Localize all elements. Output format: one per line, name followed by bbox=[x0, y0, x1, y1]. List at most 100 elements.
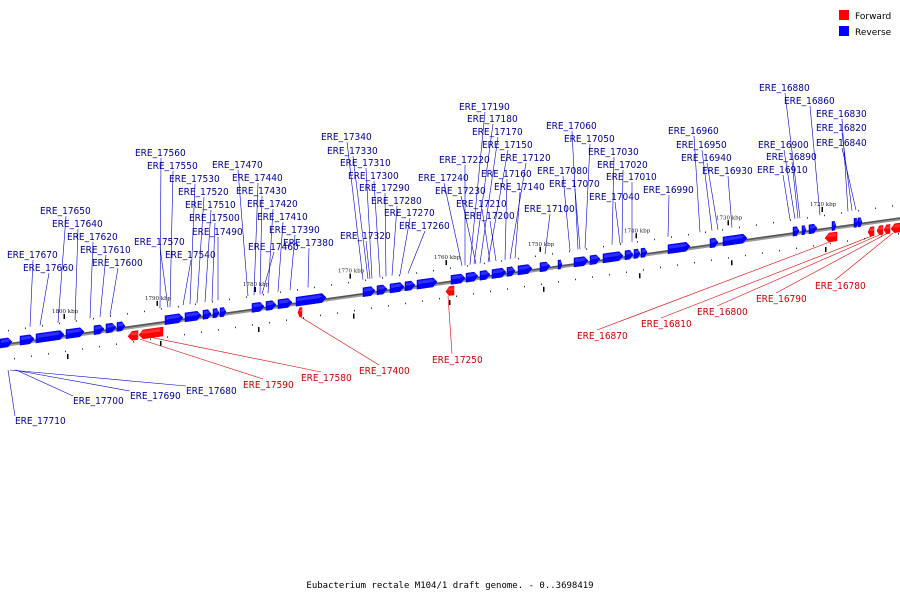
label-leader-line bbox=[259, 195, 263, 295]
label-leader-line bbox=[261, 251, 275, 295]
gene-label-reverse: ERE_17300 bbox=[348, 171, 399, 182]
label-leader-line bbox=[189, 183, 196, 305]
minor-tick-top bbox=[756, 224, 757, 226]
minor-tick-bottom bbox=[507, 288, 508, 290]
label-leader-line bbox=[660, 235, 873, 319]
minor-tick-top bbox=[535, 255, 536, 258]
tick-label: 1740 kbp bbox=[624, 228, 651, 234]
gene-label-reverse: ERE_17260 bbox=[399, 221, 450, 232]
gene-label-reverse: ERE_17020 bbox=[597, 160, 648, 171]
forward-gene bbox=[867, 226, 875, 237]
gene-label-reverse: ERE_16940 bbox=[681, 153, 732, 164]
gene-label-reverse: ERE_17680 bbox=[186, 386, 237, 397]
gene-label-reverse: ERE_17550 bbox=[147, 161, 198, 172]
minor-tick-top bbox=[348, 281, 349, 284]
label-leader-line bbox=[791, 161, 799, 219]
minor-tick-bottom bbox=[762, 252, 763, 254]
reverse-gene bbox=[295, 293, 327, 307]
minor-tick-bottom bbox=[184, 333, 185, 336]
label-leader-line bbox=[365, 167, 373, 279]
minor-tick-bottom bbox=[643, 269, 644, 271]
forward-gene bbox=[445, 285, 455, 296]
minor-tick-bottom bbox=[48, 353, 49, 355]
minor-tick-top bbox=[195, 303, 196, 305]
gene-label-reverse: ERE_17150 bbox=[482, 140, 533, 151]
minor-tick-top bbox=[314, 286, 315, 289]
gene-label-reverse: ERE_17700 bbox=[73, 396, 124, 407]
label-leaders bbox=[7, 92, 894, 417]
gene-label-reverse: ERE_16820 bbox=[816, 123, 867, 134]
reverse-gene bbox=[35, 330, 65, 344]
minor-tick-top bbox=[654, 238, 655, 241]
label-leader-line bbox=[407, 230, 426, 274]
label-leader-line bbox=[182, 259, 192, 306]
label-leader-line bbox=[481, 208, 491, 262]
label-leader-line bbox=[289, 234, 296, 291]
major-tick bbox=[727, 220, 729, 226]
major-tick-bottom bbox=[353, 313, 355, 319]
legend-label-forward: Forward bbox=[855, 12, 891, 22]
minor-tick-bottom bbox=[82, 348, 83, 350]
reverse-gene bbox=[265, 300, 277, 311]
gene-label-forward: ERE_17590 bbox=[243, 380, 294, 391]
gene-label-forward: ERE_17250 bbox=[432, 355, 483, 366]
minor-tick-top bbox=[671, 236, 672, 238]
label-leader-line bbox=[460, 195, 477, 264]
label-leader-line bbox=[574, 188, 581, 250]
tick-label: 1770 kbp bbox=[338, 269, 365, 275]
reverse-gene bbox=[539, 261, 551, 273]
gene-label-reverse: ERE_17210 bbox=[456, 199, 507, 210]
minor-tick-bottom bbox=[405, 302, 406, 305]
forward-gene bbox=[138, 326, 164, 340]
gene-label-reverse: ERE_17440 bbox=[232, 173, 283, 184]
label-leader-line bbox=[584, 143, 591, 249]
gene-label-reverse: ERE_16930 bbox=[702, 166, 753, 177]
reverse-gene bbox=[416, 277, 438, 290]
label-leader-line bbox=[89, 241, 94, 319]
minor-tick-top bbox=[705, 231, 706, 234]
gene-label-forward: ERE_17400 bbox=[359, 366, 410, 377]
gene-label-reverse: ERE_17290 bbox=[359, 183, 410, 194]
legend-item-forward: Forward bbox=[839, 10, 891, 22]
gene-label-reverse: ERE_17540 bbox=[165, 250, 216, 261]
label-leader-line bbox=[782, 174, 791, 220]
label-leader-line bbox=[809, 105, 821, 216]
gene-label-forward: ERE_16870 bbox=[577, 331, 628, 342]
gene-label-reverse: ERE_17270 bbox=[384, 208, 435, 219]
gene-label-reverse: ERE_17710 bbox=[15, 416, 66, 427]
gene-label-reverse: ERE_17230 bbox=[435, 186, 486, 197]
minor-tick-bottom bbox=[847, 240, 848, 242]
gene-label-reverse: ERE_17420 bbox=[247, 199, 298, 210]
major-tick-bottom bbox=[449, 300, 451, 306]
minor-tick-bottom bbox=[320, 314, 321, 317]
label-leader-line bbox=[443, 182, 463, 266]
minor-tick-bottom bbox=[167, 336, 168, 338]
minor-tick-bottom bbox=[864, 237, 865, 240]
label-leader-line bbox=[447, 295, 453, 355]
label-leader-line bbox=[365, 240, 371, 279]
gene-label-reverse: ERE_17070 bbox=[549, 179, 600, 190]
reverse-gene bbox=[557, 259, 563, 270]
gene-label-reverse: ERE_17690 bbox=[130, 391, 181, 402]
minor-tick-top bbox=[484, 262, 485, 265]
tick-label: 1800 kbp bbox=[52, 309, 79, 315]
minor-tick-bottom bbox=[439, 297, 440, 300]
gene-label-forward: ERE_16800 bbox=[697, 307, 748, 318]
gene-label-reverse: ERE_17160 bbox=[481, 169, 532, 180]
label-leader-line bbox=[701, 149, 713, 231]
gene-label-reverse: ERE_17220 bbox=[439, 155, 490, 166]
label-leader-line bbox=[514, 191, 521, 259]
gene-label-forward: ERE_16810 bbox=[641, 319, 692, 330]
gene-label-reverse: ERE_17040 bbox=[589, 192, 640, 203]
reverse-gene bbox=[251, 302, 265, 313]
minor-tick-bottom bbox=[898, 233, 899, 235]
minor-tick-top bbox=[603, 245, 604, 248]
gene-label-reverse: ERE_17410 bbox=[257, 212, 308, 223]
reverse-gene bbox=[362, 286, 376, 298]
minor-tick-bottom bbox=[133, 341, 134, 343]
major-tick-bottom bbox=[67, 353, 69, 359]
label-leader-line bbox=[473, 123, 494, 265]
minor-tick-top bbox=[501, 260, 502, 262]
tick-label: 1730 kbp bbox=[716, 215, 743, 221]
minor-tick-top bbox=[161, 308, 162, 310]
